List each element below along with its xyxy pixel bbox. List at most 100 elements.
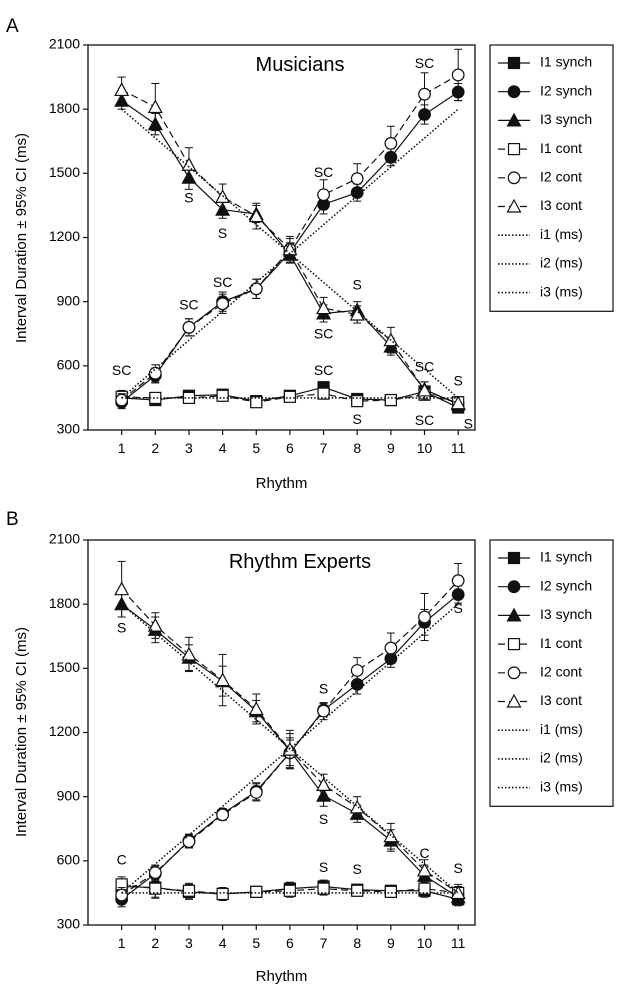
series-i3-cont [114,560,466,902]
significance-annotation: S [184,190,193,206]
data-point [350,172,364,186]
series-i3-ms [121,603,459,894]
data-point [283,390,297,403]
legend-marker [507,85,521,99]
series-i3-ms [121,108,459,399]
y-tick-label: 1200 [49,723,80,739]
y-axis-title: Interval Duration ± 95% CI (ms) [13,627,30,837]
legend-label: I3 synch [540,111,592,127]
legend: I1 synch I2 synch I3 synch I1 cont I2 cont I3… [489,539,614,807]
significance-annotation: S [454,373,463,389]
legend-label: I1 cont [540,635,582,651]
x-tick-label: 6 [286,935,294,951]
significance-annotation: SC [415,359,434,375]
significance-annotation: SC [112,362,131,378]
data-point [450,395,466,410]
y-tick-label: 600 [57,357,81,373]
significance-annotation: SC [415,55,434,71]
significance-annotation: S [218,225,227,241]
legend-label: I2 synch [540,82,592,98]
y-tick-label: 1800 [49,100,80,116]
data-point [114,82,130,97]
data-point [182,320,196,334]
data-point [351,884,364,897]
significance-annotation: SC [213,274,232,290]
x-tick-label: 9 [387,935,395,951]
data-point [317,188,330,202]
legend-label: I2 cont [540,664,582,680]
data-point [181,157,197,171]
y-tick-label: 1200 [49,228,80,244]
significance-annotation: S [319,811,328,827]
x-tick-label: 5 [252,935,260,951]
significance-annotation: SC [314,362,333,378]
x-tick-label: 9 [387,440,395,456]
legend-label: I1 synch [540,54,592,70]
y-tick-label: 1500 [49,164,80,180]
legend-label: i3 (ms) [540,283,583,299]
x-tick-label: 11 [451,935,466,951]
chart-title: Musicians [256,54,345,76]
y-tick-label: 900 [57,787,81,803]
legend-label: i2 (ms) [540,750,583,766]
x-tick-label: 3 [185,935,193,951]
significance-annotation: S [454,600,463,616]
panel-label: B [6,509,19,530]
chart-title: Rhythm Experts [229,551,371,573]
data-point [149,882,162,895]
x-axis-title: Rhythm [256,968,308,985]
data-point [317,704,330,718]
data-point [216,808,230,822]
data-point [417,862,433,877]
legend-label: i1 (ms) [540,721,583,737]
legend-marker [506,607,522,622]
legend-label: I1 cont [540,140,582,156]
legend-marker [506,112,522,127]
data-point [451,574,465,588]
y-tick-label: 300 [57,421,81,437]
legend-marker [507,551,521,565]
data-point [149,391,162,405]
data-point [351,395,364,408]
data-point [384,641,398,655]
x-tick-label: 2 [151,935,159,951]
data-point [248,208,264,223]
data-point [147,99,163,114]
legend-label: i2 (ms) [540,255,583,271]
significance-annotation: S [464,415,473,431]
significance-annotation: S [117,619,126,635]
legend: I1 synch I2 synch I3 synch I1 cont I2 cont I3… [489,44,614,312]
data-point [316,777,332,792]
data-point [115,393,129,407]
series-i1-cont [115,876,465,901]
series-i2-cont [115,48,465,407]
legend-marker [506,693,522,708]
series-line [121,108,459,399]
data-point [216,297,230,311]
series-i3-cont [114,76,466,411]
y-tick-label: 300 [57,916,81,932]
legend-marker [507,171,521,185]
data-point [418,882,431,895]
data-point [182,835,196,848]
data-point [317,882,330,895]
legend-marker [507,580,521,594]
legend-label: i1 (ms) [540,226,583,242]
data-point [248,701,264,716]
x-axis: 1 2 3 4 5 6 7 8 9 10 11 [118,925,466,951]
data-point [148,866,162,879]
data-point [216,887,229,901]
legend-label: I1 synch [540,549,592,565]
y-tick-label: 1500 [49,659,80,675]
data-point [418,87,431,101]
data-point [148,366,162,380]
legend-label: I2 cont [540,169,582,185]
data-point [250,396,263,409]
legend-label: I3 cont [540,692,582,708]
significance-annotation: C [117,852,127,868]
data-point [417,382,433,397]
legend-marker [507,143,521,156]
significance-annotation: SC [179,297,198,313]
legend-marker [506,198,522,213]
